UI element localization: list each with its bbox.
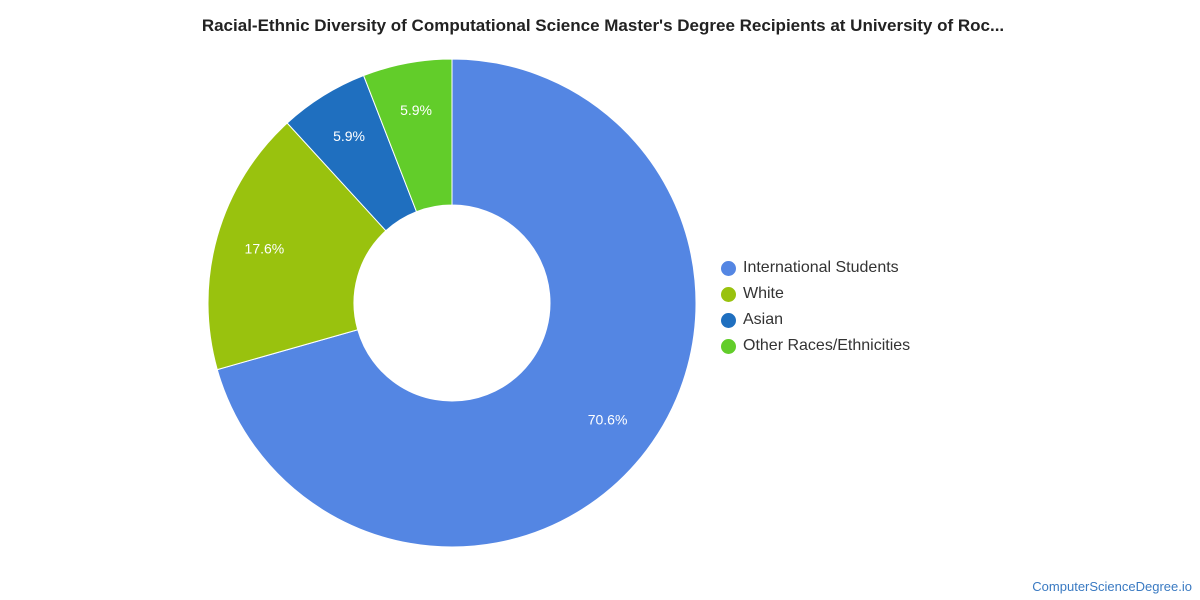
data-label-other-races-ethnicities: 5.9%	[400, 102, 432, 118]
donut-chart: 70.6% 17.6% 5.9% 5.9%	[207, 58, 697, 548]
legend-label-white: White	[743, 285, 784, 302]
legend-swatch-international-students	[721, 260, 736, 276]
legend-label-other-races-ethnicities: Other Races/Ethnicities	[743, 337, 911, 354]
legend-item-other-races-ethnicities[interactable]: Other Races/Ethnicities	[721, 333, 910, 359]
data-label-asian: 5.9%	[333, 128, 365, 144]
slice-other-races-ethnicities[interactable]	[362, 58, 453, 213]
legend-label-international-students: International Students	[743, 259, 899, 276]
data-label-international-students: 70.6%	[588, 411, 628, 427]
legend-swatch-white	[721, 286, 736, 302]
legend-item-international-students[interactable]: International Students	[721, 255, 910, 281]
data-label-white: 17.6%	[245, 240, 285, 256]
legend-swatch-other-races-ethnicities	[721, 338, 736, 354]
slice-white[interactable]	[207, 122, 387, 371]
site-watermark-link[interactable]: ComputerScienceDegree.io	[1032, 579, 1192, 594]
chart-legend: International Students White Asian Other…	[721, 255, 910, 359]
slice-international-students[interactable]	[216, 58, 697, 548]
legend-item-white[interactable]: White	[721, 281, 910, 307]
legend-swatch-asian	[721, 312, 736, 328]
legend-label-asian: Asian	[743, 311, 784, 328]
legend-item-asian[interactable]: Asian	[721, 307, 910, 333]
